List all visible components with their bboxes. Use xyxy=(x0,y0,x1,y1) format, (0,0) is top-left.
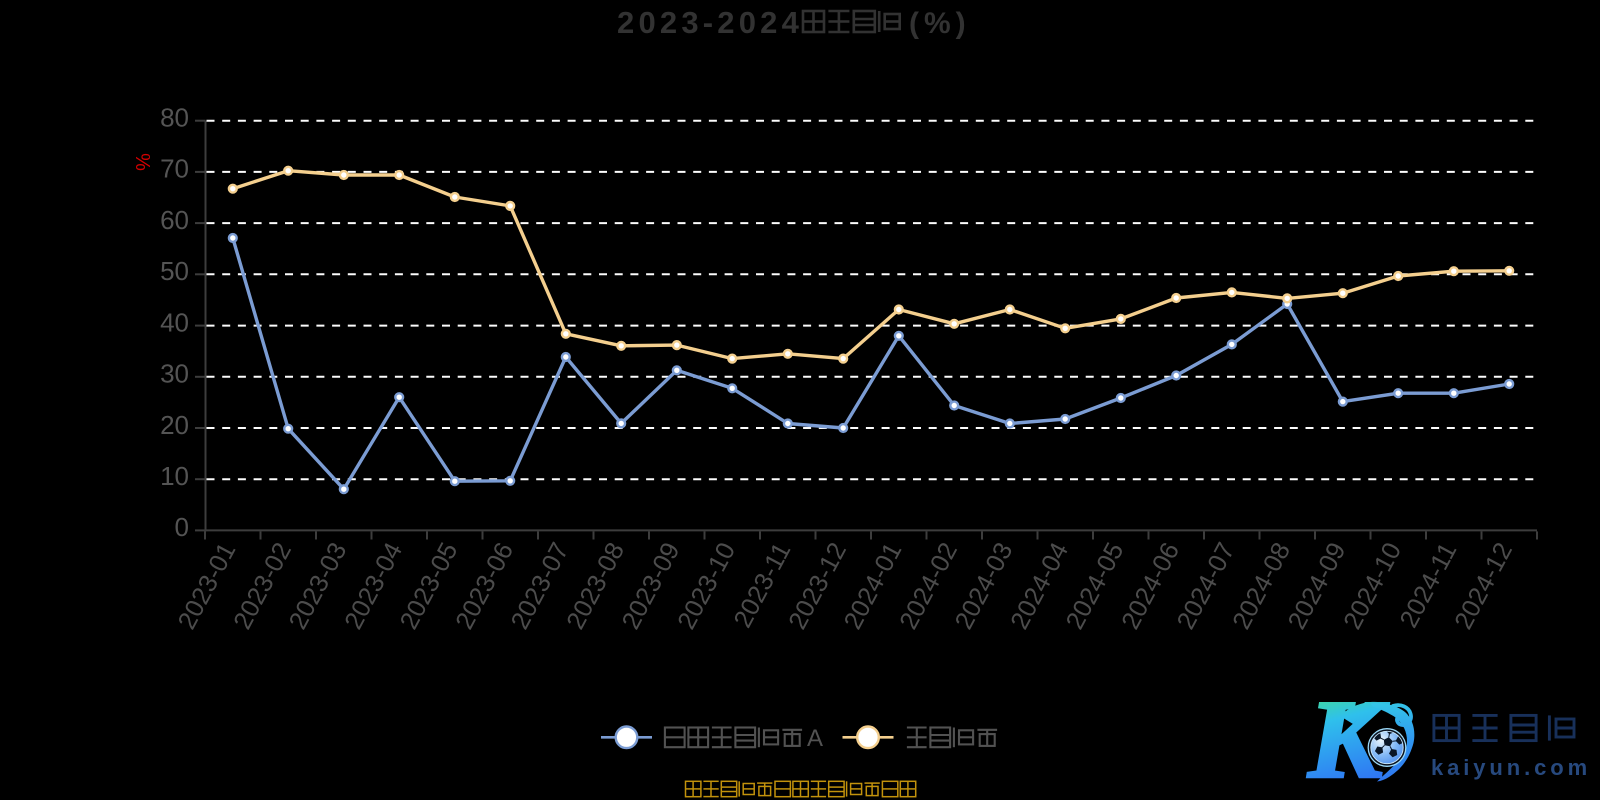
svg-text:kaiyun.com: kaiyun.com xyxy=(1431,755,1591,780)
svg-text:30: 30 xyxy=(160,359,189,389)
svg-text:0: 0 xyxy=(175,512,189,542)
svg-text:2023-2024: 2023-2024 xyxy=(617,5,803,40)
svg-text:%: % xyxy=(131,153,153,171)
svg-text:60: 60 xyxy=(160,205,189,235)
svg-text:20: 20 xyxy=(160,410,189,440)
svg-text:80: 80 xyxy=(160,103,189,133)
svg-text:70: 70 xyxy=(160,154,189,184)
svg-text:50: 50 xyxy=(160,256,189,286)
svg-text:A: A xyxy=(807,725,823,752)
svg-text:40: 40 xyxy=(160,307,189,337)
svg-text:10: 10 xyxy=(160,461,189,491)
svg-text:(%): (%) xyxy=(909,7,971,40)
